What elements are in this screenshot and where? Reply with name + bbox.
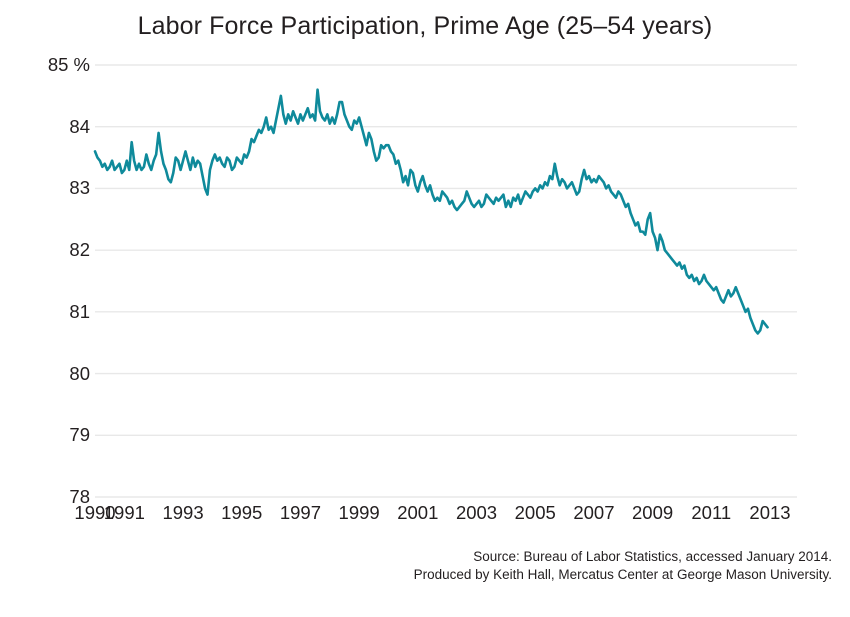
x-axis-tick-label: 1999 [338, 502, 380, 523]
x-axis-tick-label: 2011 [691, 502, 732, 523]
y-axis-tick-label: 81 [69, 300, 90, 322]
source-line-1: Source: Bureau of Labor Statistics, acce… [473, 549, 832, 564]
gridlines [95, 64, 797, 498]
data-line [93, 88, 769, 335]
y-axis-tick-label: 80 [69, 362, 90, 384]
x-axis-tick-label: 1995 [221, 502, 263, 523]
data-series-group [93, 88, 769, 335]
x-axis-tick-label: 2003 [455, 502, 498, 523]
x-axis-tick-label: 2007 [573, 502, 615, 523]
source-attribution: Source: Bureau of Labor Statistics, acce… [312, 548, 832, 583]
x-axis-tick-label: 2005 [514, 502, 556, 523]
chart-canvas [93, 64, 797, 498]
x-axis-tick-label: 1991 [103, 502, 145, 523]
x-axis-tick-label: 1990 [74, 502, 116, 523]
x-axis-tick-label: 2001 [397, 502, 439, 523]
x-axis-tick-label: 1993 [162, 502, 204, 523]
y-axis-tick-label: 82 [69, 239, 90, 261]
y-axis-tick-label: 78 [69, 486, 90, 507]
y-axis-tick-label: 83 [69, 177, 90, 199]
y-axis-tick-label: 79 [69, 424, 90, 446]
chart-title: Labor Force Participation, Prime Age (25… [137, 12, 713, 40]
y-axis-ticks: 85 % 84 83 82 81 80 79 78 [0, 0, 90, 540]
plot-area: 85 % 84 83 82 81 80 79 78 1990 1991 1993 1995 1997 1… [0, 0, 797, 540]
x-axis-ticks: 1990 1991 1993 1995 1997 1999 2001 2003 2005 2007… [74, 502, 791, 523]
x-axis-tick-label: 1997 [279, 502, 321, 523]
y-axis-tick-label: 85 % [47, 54, 90, 75]
x-axis-tick-label: 2013 [749, 502, 791, 523]
source-line-2: Produced by Keith Hall, Mercatus Center … [413, 566, 832, 582]
x-axis-tick-label: 2009 [632, 502, 674, 523]
y-axis-tick-label: 84 [69, 115, 90, 137]
